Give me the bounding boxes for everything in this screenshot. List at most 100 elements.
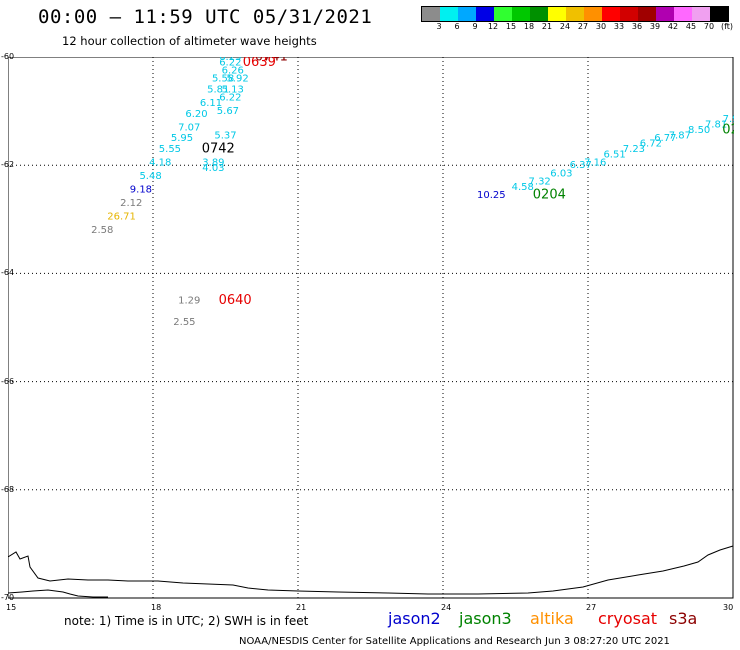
- wave-height-label: 6.20: [185, 109, 207, 120]
- scale-swatch: [548, 7, 566, 21]
- wave-height-label: 6.72: [640, 139, 662, 150]
- antarctica-coastline: [8, 545, 734, 595]
- pass-time-label: 02: [722, 123, 734, 138]
- scale-label: 70: [703, 22, 715, 31]
- wave-height-label: 4.58: [512, 182, 534, 193]
- scale-label: 24: [559, 22, 571, 31]
- scale-label: 33: [613, 22, 625, 31]
- wave-height-label: 2.55: [173, 317, 195, 328]
- latitude-label: -64: [1, 268, 15, 278]
- wave-height-label: 5.55: [159, 144, 181, 155]
- scale-swatch: [530, 7, 548, 21]
- scale-label: 6: [454, 22, 460, 31]
- legend-s3a: s3a: [669, 609, 698, 628]
- wave-height-label: 7.23: [623, 144, 645, 155]
- wave-height-label: 1.29: [178, 295, 200, 306]
- longitude-label: 21: [296, 603, 307, 612]
- wave-height-label: 8.50: [688, 125, 710, 136]
- scale-label: 45: [685, 22, 697, 31]
- wave-height-label: 7.87: [669, 130, 691, 141]
- longitude-label: 18: [151, 603, 162, 612]
- scale-swatch: [422, 7, 440, 21]
- scale-label: 30: [595, 22, 607, 31]
- scale-swatch: [692, 7, 710, 21]
- scale-label: 12: [487, 22, 499, 31]
- wave-height-label: 6.25: [219, 57, 241, 63]
- scale-label: 39: [649, 22, 661, 31]
- latitude-label: -68: [1, 484, 15, 494]
- wave-height-label: 7.07: [178, 122, 200, 133]
- wave-height-label: 7.81: [705, 120, 727, 131]
- scale-label: 9: [472, 22, 478, 31]
- scale-label: (ft): [720, 22, 734, 31]
- longitude-label: 24: [441, 603, 452, 612]
- wave-height-label: 2.12: [120, 198, 142, 209]
- wave-height-label: 6.26: [222, 66, 244, 77]
- wave-height-label: 5.67: [217, 106, 239, 117]
- scale-swatch: [710, 7, 728, 21]
- wave-height-label: 10.25: [477, 190, 506, 201]
- wave-height-label: 6.03: [550, 168, 572, 179]
- observations-layer: 074106396.256.226.265.925.585.135.816.22…: [91, 57, 734, 328]
- longitude-label: 27: [586, 603, 597, 612]
- scale-label: 27: [577, 22, 589, 31]
- wave-height-label: 5.48: [139, 171, 161, 182]
- scale-swatch: [476, 7, 494, 21]
- scale-label: 18: [523, 22, 535, 31]
- latitude-label: -66: [1, 376, 15, 386]
- credits-footer: NOAA/NESDIS Center for Satellite Applica…: [239, 636, 670, 647]
- latitude-label: -62: [1, 160, 15, 170]
- wave-height-label: 5.95: [171, 133, 193, 144]
- wave-height-label: 26.71: [107, 212, 136, 223]
- scale-swatch: [458, 7, 476, 21]
- pass-time-label: 0741: [255, 57, 288, 65]
- longitude-label: 30: [723, 603, 734, 612]
- ice-shelf-coastline: [8, 589, 108, 598]
- legend-jason3: jason3: [459, 609, 512, 628]
- scale-swatch: [584, 7, 602, 21]
- wave-height-label: 5.58: [212, 74, 234, 85]
- scale-label: 15: [505, 22, 517, 31]
- wave-height-label: 4.03: [202, 163, 224, 174]
- pass-time-label: 0639: [243, 57, 276, 70]
- pass-time-label: 0742: [202, 141, 235, 156]
- wave-height-label: 6.22: [219, 93, 241, 104]
- footnote: note: 1) Time is in UTC; 2) SWH is in fe…: [64, 614, 309, 628]
- legend-jason2: jason2: [388, 609, 441, 628]
- scale-swatch: [674, 7, 692, 21]
- page-subtitle: 12 hour collection of altimeter wave hei…: [62, 34, 317, 48]
- legend-altika: altika: [530, 609, 574, 628]
- scale-swatch: [602, 7, 620, 21]
- color-scale-bar: [421, 6, 729, 22]
- wave-height-label: 5.92: [226, 74, 248, 85]
- scale-label: 21: [541, 22, 553, 31]
- pass-time-label: 0204: [533, 187, 566, 202]
- scale-swatch: [512, 7, 530, 21]
- wave-height-label: 6.22: [219, 57, 241, 68]
- scale-swatch: [620, 7, 638, 21]
- scale-swatch: [656, 7, 674, 21]
- wave-height-label: 7.9: [723, 114, 734, 125]
- longitude-label: 15: [6, 603, 17, 612]
- wave-height-label: 6.77: [654, 133, 676, 144]
- latitude-label: -70: [1, 593, 15, 602]
- scale-swatch: [494, 7, 512, 21]
- wave-height-label: 2.58: [91, 225, 113, 236]
- color-scale-labels: 3 6 9 12 15 18 21 24 27 30 33 36 39 42 45 70 (ft): [421, 22, 740, 34]
- wave-height-label: 6.51: [603, 149, 625, 160]
- map-frame: [8, 57, 734, 599]
- scale-label: 42: [667, 22, 679, 31]
- map-grid: [8, 57, 733, 598]
- scale-label: 3: [436, 22, 442, 31]
- map-plot: 074106396.256.226.265.925.585.135.816.22…: [8, 57, 734, 599]
- wave-height-label: 5.13: [222, 84, 244, 95]
- scale-swatch: [566, 7, 584, 21]
- scale-label: 36: [631, 22, 643, 31]
- wave-height-label: 6.11: [200, 98, 222, 109]
- scale-swatch: [638, 7, 656, 21]
- wave-height-label: 4.18: [149, 157, 171, 168]
- wave-height-label: 5.81: [207, 84, 229, 95]
- wave-height-label: 5.37: [214, 130, 236, 141]
- wave-height-label: 7.32: [529, 176, 551, 187]
- wave-height-label: 3.89: [202, 157, 224, 168]
